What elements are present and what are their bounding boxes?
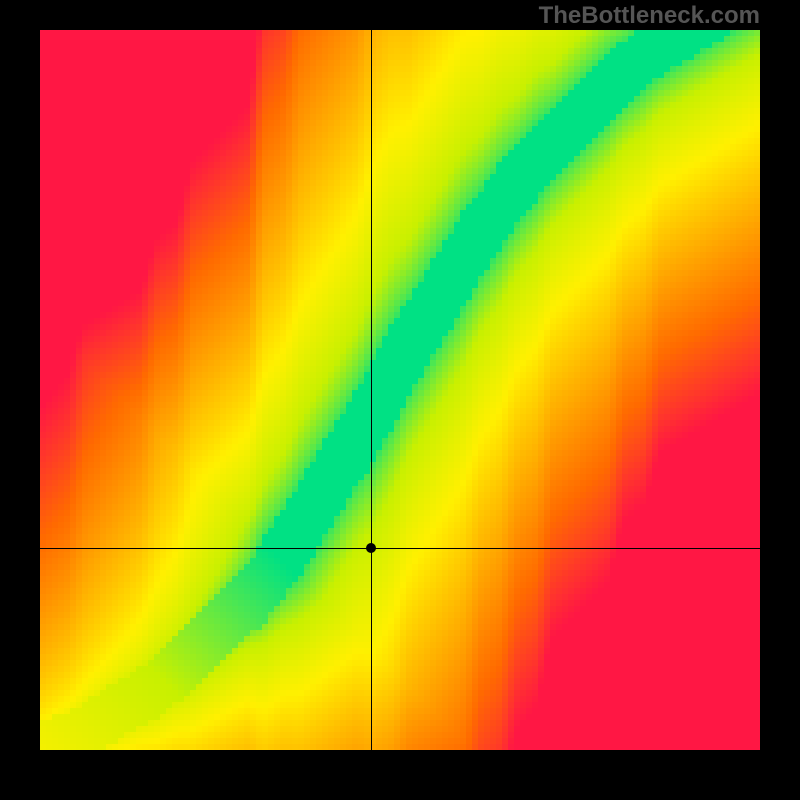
heatmap-canvas bbox=[40, 30, 760, 750]
crosshair-horizontal bbox=[40, 548, 760, 549]
crosshair-vertical bbox=[371, 30, 372, 750]
figure-container: TheBottleneck.com bbox=[0, 0, 800, 800]
crosshair-marker bbox=[366, 543, 376, 553]
plot-area bbox=[40, 30, 760, 750]
watermark-text: TheBottleneck.com bbox=[539, 2, 760, 30]
